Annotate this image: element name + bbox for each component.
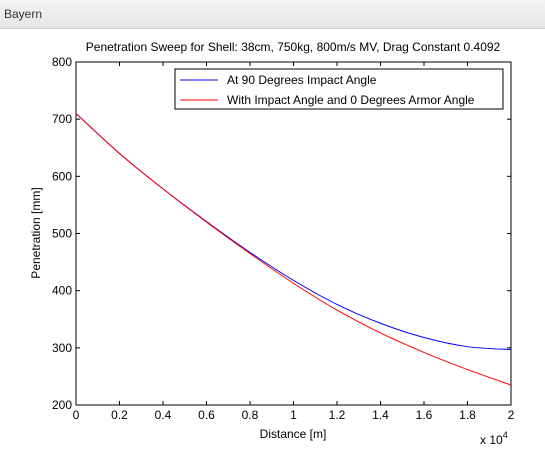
y-tick-label: 500 xyxy=(52,227,72,241)
x-axis-label: Distance [m] xyxy=(260,427,327,441)
x-tick-label: 1.4 xyxy=(372,408,389,422)
y-tick-label: 700 xyxy=(52,112,72,126)
y-tick-label: 200 xyxy=(52,398,72,412)
x-axis-multiplier: x 104 xyxy=(480,430,508,447)
chart: Penetration Sweep for Shell: 38cm, 750kg… xyxy=(29,40,515,447)
x-axis-ticks: 0 0.2 0.4 0.6 0.8 1 1.2 1.4 1.6 1.8 2 xyxy=(73,62,515,422)
x-tick-label: 1.6 xyxy=(416,408,433,422)
y-tick-label: 800 xyxy=(52,55,72,69)
x-tick-label: 1.8 xyxy=(459,408,476,422)
legend-box xyxy=(174,68,504,110)
series-layer xyxy=(75,113,512,386)
x-tick-label: 1 xyxy=(290,408,297,422)
x-tick-label: 0 xyxy=(73,408,80,422)
plot-area xyxy=(75,61,512,406)
x-tick-label: 0.4 xyxy=(155,408,172,422)
y-axis-ticks: 200 300 400 500 600 700 800 xyxy=(52,55,511,412)
x-tick-label: 0.8 xyxy=(242,408,259,422)
figure-panel: Penetration Sweep for Shell: 38cm, 750kg… xyxy=(0,29,545,448)
y-tick-label: 300 xyxy=(52,341,72,355)
legend-label-1: With Impact Angle and 0 Degrees Armor An… xyxy=(227,93,475,107)
chart-title: Penetration Sweep for Shell: 38cm, 750kg… xyxy=(86,40,501,54)
legend-label-0: At 90 Degrees Impact Angle xyxy=(227,73,377,87)
y-tick-label: 400 xyxy=(52,284,72,298)
y-axis-label: Penetration [mm] xyxy=(29,187,43,278)
x-tick-label: 0.6 xyxy=(198,408,215,422)
x-axis-multiplier-base: x 10 xyxy=(480,433,503,447)
x-axis-multiplier-exponent: 4 xyxy=(503,430,508,440)
axes-frame xyxy=(75,61,512,406)
y-tick-label: 600 xyxy=(52,169,72,183)
x-tick-label: 0.2 xyxy=(111,408,128,422)
x-tick-label: 1.2 xyxy=(329,408,346,422)
legend: At 90 Degrees Impact Angle With Impact A… xyxy=(174,68,504,110)
x-tick-label: 2 xyxy=(508,408,515,422)
window-header: Bayern xyxy=(0,0,545,29)
window-title: Bayern xyxy=(4,7,43,21)
series-line-1 xyxy=(75,113,512,386)
